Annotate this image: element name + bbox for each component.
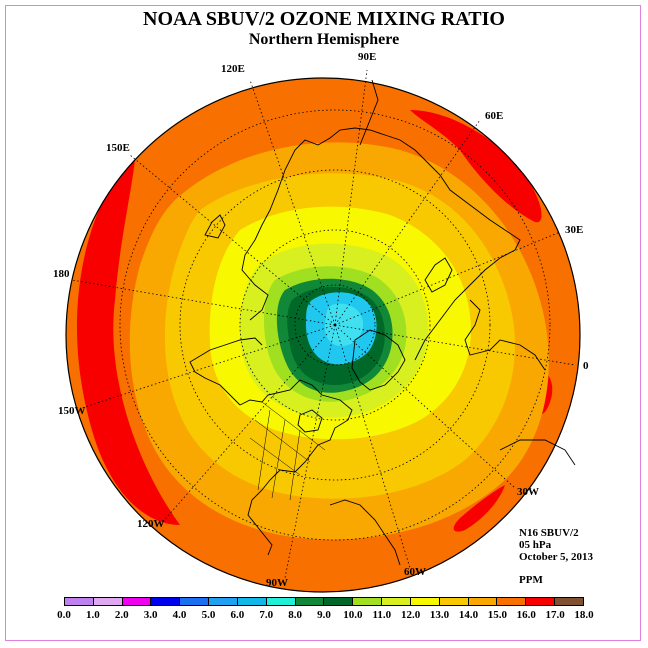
us-states-b bbox=[249, 437, 301, 476]
colorbar-segment bbox=[122, 598, 152, 605]
lon-label-150w: 150W bbox=[58, 405, 86, 417]
colorbar-tick-label: 17.0 bbox=[545, 609, 565, 621]
colorbar-segment bbox=[180, 598, 210, 605]
colorbar-tick-label: 18.0 bbox=[574, 609, 594, 621]
field-red-west-band bbox=[76, 160, 180, 525]
us-border-north bbox=[261, 401, 326, 451]
meridian-150w bbox=[81, 324, 336, 409]
coast-hudson-bay bbox=[297, 409, 323, 433]
units-label: PPM bbox=[519, 574, 543, 586]
instrument-label: N16 SBUV/2 bbox=[519, 527, 579, 539]
meridian-90w bbox=[284, 324, 336, 579]
coast-scandinavia bbox=[424, 257, 453, 293]
coast-south-america bbox=[329, 499, 401, 566]
colorbar-tick-label: 15.0 bbox=[487, 609, 507, 621]
chart-subtitle: Northern Hemisphere bbox=[248, 31, 400, 48]
colorbar-segment bbox=[295, 598, 325, 605]
colorbar-segment bbox=[468, 598, 498, 605]
colorbar-segment bbox=[382, 598, 411, 605]
colorbar-tick-label: 10.0 bbox=[343, 609, 363, 621]
chart-title: NOAA SBUV/2 OZONE MIXING RATIO bbox=[143, 8, 505, 30]
latitude-circle-20 bbox=[119, 109, 551, 541]
colorbar-tick-label: 5.0 bbox=[201, 609, 216, 621]
meridian-90e bbox=[334, 69, 368, 326]
us-states-a bbox=[254, 419, 311, 463]
field-red-se-patch bbox=[453, 485, 505, 532]
colorbar-segment bbox=[237, 598, 267, 605]
colorbar-tick-label: 1.0 bbox=[86, 609, 100, 621]
colorbar-tick-label: 16.0 bbox=[516, 609, 536, 621]
colorbar-segment bbox=[497, 598, 527, 605]
meridian-60e bbox=[334, 119, 481, 326]
colorbar-segment bbox=[209, 598, 238, 605]
coast-greenland bbox=[351, 329, 406, 391]
colorbar-segment bbox=[151, 598, 181, 605]
coastlines bbox=[189, 79, 576, 566]
colorbar-tick-label: 12.0 bbox=[401, 609, 421, 621]
colorbar-segment bbox=[526, 598, 556, 605]
colorbar-tick-label: 4.0 bbox=[172, 609, 187, 621]
latitude-circle-60 bbox=[239, 229, 431, 421]
colorbar-tick-label: 8.0 bbox=[288, 609, 302, 621]
colorbar-tick-label: 7.0 bbox=[259, 609, 274, 621]
map-boundary bbox=[65, 77, 581, 593]
field-red-ne-band bbox=[410, 110, 542, 223]
colorbar-segment bbox=[93, 598, 123, 605]
info-block: N16 SBUV/2 05 hPa October 5, 2013 bbox=[519, 527, 593, 563]
us-states-e bbox=[289, 429, 301, 501]
us-states-c bbox=[257, 409, 271, 491]
us-states-d bbox=[271, 419, 286, 499]
meridian-30w bbox=[334, 324, 516, 489]
us-state-borders bbox=[249, 401, 326, 501]
pressure-level-label: 05 hPa bbox=[519, 539, 552, 551]
meridian-120w bbox=[159, 324, 336, 526]
lon-label-120w: 120W bbox=[137, 518, 165, 530]
lon-label-0: 0 bbox=[583, 360, 589, 372]
colorbar-segment bbox=[353, 598, 383, 605]
colorbar-tick-label: 2.0 bbox=[114, 609, 129, 621]
meridian-120e bbox=[249, 79, 336, 326]
date-label: October 5, 2013 bbox=[519, 551, 594, 563]
colorbar-tick-label: 13.0 bbox=[429, 609, 450, 621]
colorbar-tick-label: 6.0 bbox=[230, 609, 245, 621]
coast-north-america bbox=[239, 379, 353, 556]
meridian-30e bbox=[334, 231, 561, 326]
colorbar bbox=[64, 597, 584, 606]
colorbar-tick-label: 0.0 bbox=[57, 609, 71, 621]
colorbar-segment bbox=[439, 598, 469, 605]
coast-eurasia bbox=[241, 127, 521, 361]
latitude-circles bbox=[119, 109, 551, 541]
lon-label-150e: 150E bbox=[106, 142, 130, 154]
lon-label-180: 180 bbox=[53, 268, 70, 280]
colorbar-tick-label: 3.0 bbox=[143, 609, 158, 621]
latitude-circle-40 bbox=[179, 169, 491, 481]
latitude-circle-80 bbox=[294, 284, 376, 366]
colorbar-segment bbox=[65, 598, 94, 605]
lon-label-90e: 90E bbox=[358, 51, 377, 63]
colorbar-tick-label: 11.0 bbox=[372, 609, 392, 621]
colorbar-segment bbox=[324, 598, 354, 605]
lon-label-60w: 60W bbox=[404, 566, 426, 578]
colorbar-segment bbox=[410, 598, 440, 605]
lon-label-120e: 120E bbox=[221, 63, 245, 75]
meridian-180 bbox=[71, 279, 336, 326]
figure-frame bbox=[5, 5, 641, 641]
coast-africa bbox=[499, 439, 576, 466]
coast-japan bbox=[204, 214, 226, 239]
colorbar-tick-label: 9.0 bbox=[317, 609, 331, 621]
colorbar-tick-label: 14.0 bbox=[458, 609, 479, 621]
field-cyan-core bbox=[324, 303, 364, 347]
lon-label-30w: 30W bbox=[517, 486, 539, 498]
coast-europe bbox=[464, 299, 546, 371]
coast-india bbox=[359, 79, 379, 146]
lon-label-60e: 60E bbox=[485, 110, 504, 122]
colorbar-segment bbox=[266, 598, 296, 605]
lon-label-90w: 90W bbox=[266, 577, 288, 589]
lon-label-30e: 30E bbox=[565, 224, 584, 236]
coast-alaska bbox=[189, 337, 263, 406]
meridian-150e bbox=[129, 154, 336, 326]
colorbar-segment bbox=[555, 598, 583, 605]
